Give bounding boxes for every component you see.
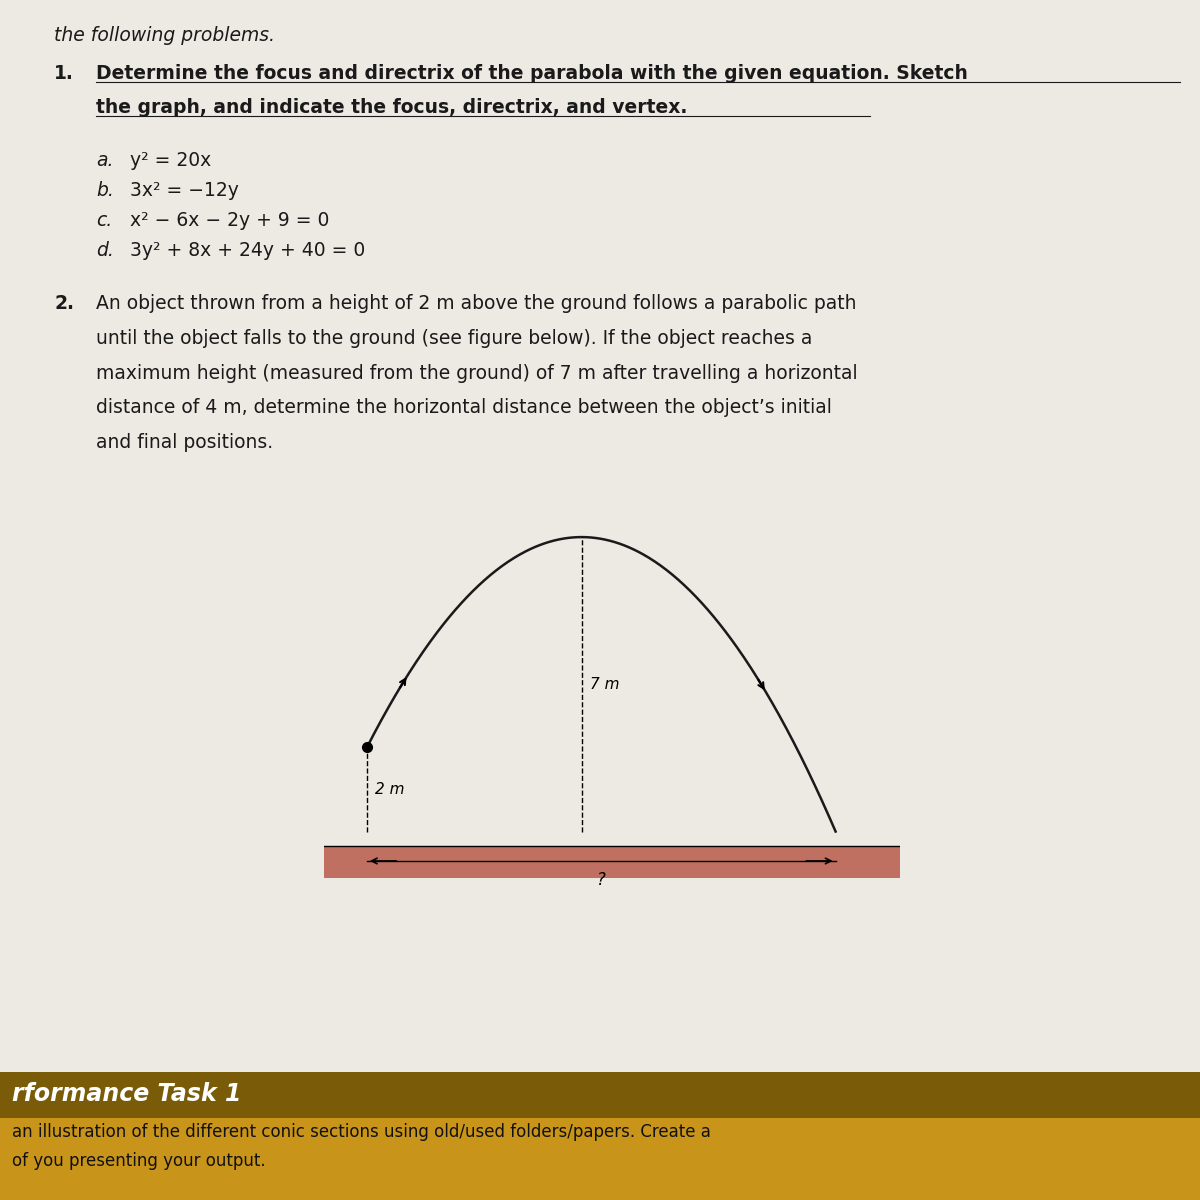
Text: 3x² = −12y: 3x² = −12y bbox=[130, 181, 239, 200]
Text: 1.: 1. bbox=[54, 64, 74, 83]
Text: distance of 4 m, determine the horizontal distance between the object’s initial: distance of 4 m, determine the horizonta… bbox=[96, 398, 832, 418]
Text: 3y² + 8x + 24y + 40 = 0: 3y² + 8x + 24y + 40 = 0 bbox=[130, 241, 365, 260]
Text: c.: c. bbox=[96, 211, 113, 230]
Text: 2.: 2. bbox=[54, 294, 74, 313]
Text: d.: d. bbox=[96, 241, 114, 260]
Text: the following problems.: the following problems. bbox=[54, 26, 275, 46]
Text: 7 m: 7 m bbox=[589, 677, 619, 692]
Bar bbox=[0, 1072, 1200, 1200]
Text: until the object falls to the ground (see figure below). If the object reaches a: until the object falls to the ground (se… bbox=[96, 329, 812, 348]
Text: an illustration of the different conic sections using old/used folders/papers. C: an illustration of the different conic s… bbox=[12, 1123, 710, 1141]
Text: 2 m: 2 m bbox=[374, 782, 404, 797]
Text: rformance Task 1: rformance Task 1 bbox=[12, 1082, 241, 1106]
Text: x² − 6x − 2y + 9 = 0: x² − 6x − 2y + 9 = 0 bbox=[130, 211, 329, 230]
Text: ?: ? bbox=[596, 871, 606, 889]
Text: y² = 20x: y² = 20x bbox=[130, 151, 211, 170]
Text: maximum height (measured from the ground) of 7 m after travelling a horizontal: maximum height (measured from the ground… bbox=[96, 364, 858, 383]
Text: Determine the focus and directrix of the parabola with the given equation. Sketc: Determine the focus and directrix of the… bbox=[96, 64, 968, 83]
Bar bbox=[0, 1072, 1200, 1118]
Text: and final positions.: and final positions. bbox=[96, 433, 274, 452]
Text: of you presenting your output.: of you presenting your output. bbox=[12, 1152, 265, 1170]
Bar bbox=[324, 846, 900, 877]
Text: a.: a. bbox=[96, 151, 114, 170]
Text: the graph, and indicate the focus, directrix, and vertex.: the graph, and indicate the focus, direc… bbox=[96, 98, 688, 118]
Text: An object thrown from a height of 2 m above the ground follows a parabolic path: An object thrown from a height of 2 m ab… bbox=[96, 294, 857, 313]
Text: b.: b. bbox=[96, 181, 114, 200]
